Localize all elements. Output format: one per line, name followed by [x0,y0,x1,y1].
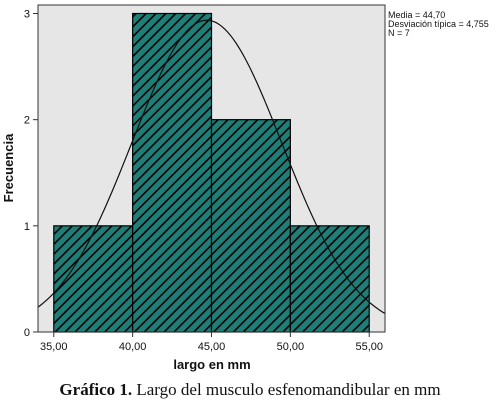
histogram-bar-1 [53,225,134,333]
x-tick-label: 45,00 [198,341,226,353]
histogram-chart: 35,00 40,00 45,00 50,00 55,00 0 1 2 3 largo en m… [1,4,489,372]
histogram-bar-3 [210,119,291,333]
y-tick-label: 3 [24,8,30,20]
normal-curve [37,19,386,315]
x-tick-label: 35,00 [40,341,68,353]
histogram-bar-2 [132,12,213,333]
x-tick-label: 55,00 [355,341,383,353]
x-tick-label: 40,00 [119,341,147,353]
x-axis-title: largo en mm [173,357,250,372]
y-tick-label: 1 [24,221,30,233]
stats-n: N = 7 [388,28,410,38]
x-tick-label: 50,00 [277,341,305,353]
y-tick-label: 2 [24,115,30,127]
y-tick-label: 0 [24,327,30,339]
caption-text: Largo del musculo esfenomandibular en mm [136,380,441,399]
figure-caption: Gráfico 1. Largo del musculo esfenomandi… [0,380,500,400]
caption-label: Gráfico 1. [59,380,133,399]
stats-sd: Desviación típica = 4,755 [388,19,489,29]
histogram-bar-4 [289,225,370,333]
stats-mean: Media = 44,70 [388,10,445,20]
y-axis-title: Frecuencia [1,133,16,202]
